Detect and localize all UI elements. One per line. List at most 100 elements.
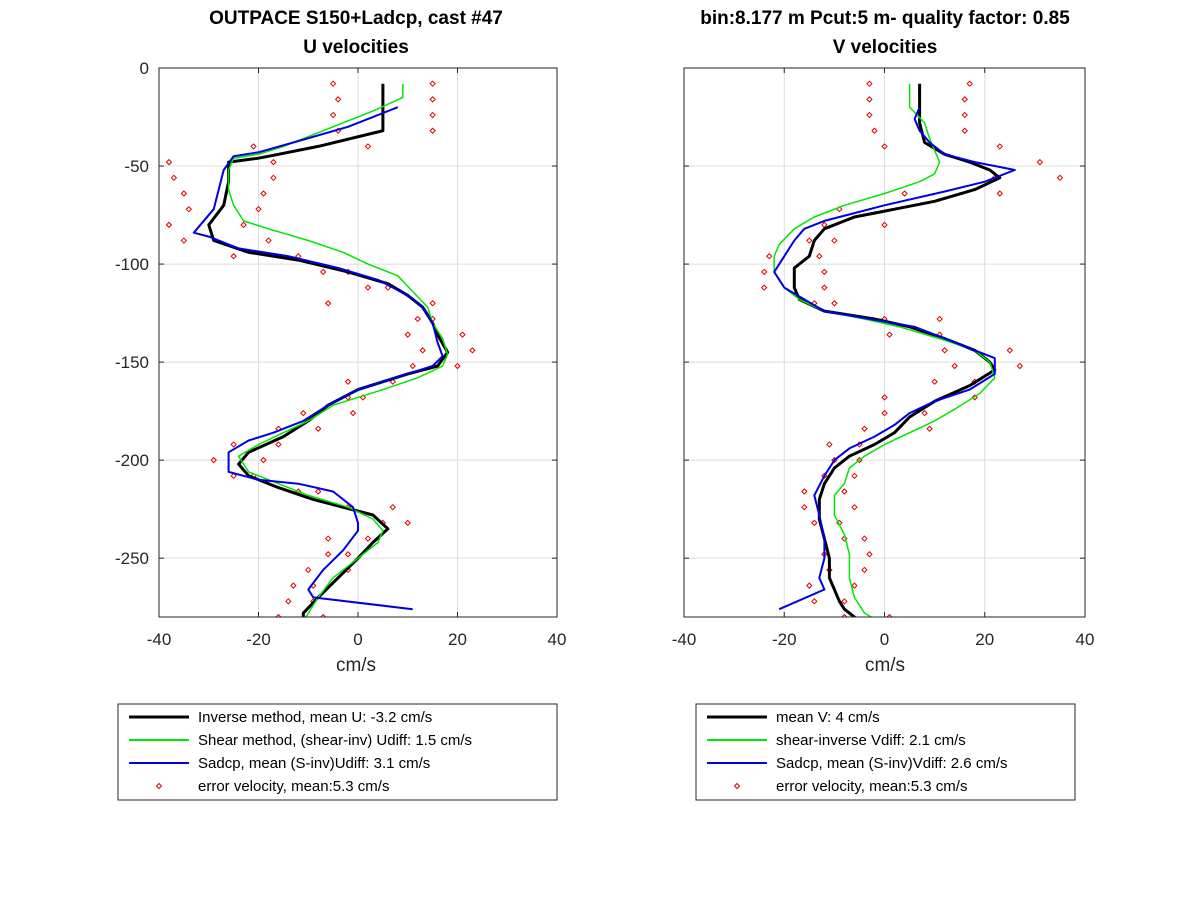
u-x-axis-label: cm/s: [336, 655, 376, 676]
u-error-point: [180, 237, 188, 244]
u-panel-subtitle: U velocities: [303, 37, 409, 58]
u-error-point: [185, 205, 193, 213]
v-error-point: [881, 409, 888, 417]
u-panel-title: OUTPACE S150+Ladcp, cast #47: [209, 8, 503, 29]
v-shear-line: [773, 83, 996, 617]
u-error-point: [305, 566, 312, 574]
u-y-tick-label: -100: [115, 255, 149, 274]
u-y-tick-label: -150: [115, 353, 149, 372]
v-error-point: [841, 598, 848, 605]
u-error-point: [329, 80, 337, 87]
u-error-point: [290, 582, 297, 589]
v-error-point: [961, 96, 968, 103]
v-error-point: [826, 441, 833, 448]
u-error-point: [429, 80, 436, 87]
v-error-point: [831, 300, 838, 307]
v-x-tick-label: -20: [772, 630, 797, 649]
v-error-point: [886, 613, 893, 617]
u-error-point: [469, 347, 476, 354]
u-error-point: [300, 409, 307, 417]
v-legend-label: shear-inverse Vdiff: 2.1 cm/s: [776, 732, 966, 749]
u-error-point: [314, 425, 322, 432]
u-error-point: [324, 551, 332, 558]
v-error-point: [821, 284, 828, 291]
v-error-point: [861, 566, 868, 574]
u-error-point: [210, 456, 217, 464]
u-error-point: [409, 362, 416, 370]
u-error-point: [349, 409, 357, 417]
u-legend-label: Shear method, (shear-inv) Udiff: 1.5 cm/…: [198, 732, 472, 749]
u-legend-label: Sadcp, mean (S-inv)Udiff: 3.1 cm/s: [198, 755, 430, 772]
v-data: [760, 80, 1064, 617]
u-error-point: [165, 158, 173, 166]
u-error-point: [270, 158, 277, 166]
u-velocity-panel: OUTPACE S150+Ladcp, cast #47 U velocitie…: [115, 8, 566, 801]
u-y-tick-label: -250: [115, 549, 149, 568]
v-error-point: [881, 143, 888, 150]
u-y-tick-label: 0: [140, 59, 149, 78]
u-legend-label: error velocity, mean:5.3 cm/s: [198, 778, 389, 795]
v-error-point: [801, 488, 808, 495]
v-error-point: [886, 331, 893, 338]
v-legend: mean V: 4 cm/s shear-inverse Vdiff: 2.1 c…: [695, 703, 1076, 801]
v-x-tick-label: -40: [672, 630, 697, 649]
u-error-point: [414, 315, 421, 323]
v-error-point: [901, 190, 908, 197]
v-error-point: [851, 582, 858, 589]
v-error-point: [841, 488, 848, 495]
u-error-point: [170, 174, 178, 182]
u-error-point: [329, 111, 337, 119]
u-y-tick-label: -50: [124, 157, 149, 176]
v-x-axis-label: cm/s: [865, 655, 905, 676]
v-error-point: [811, 598, 818, 605]
v-error-point: [861, 535, 868, 542]
u-error-point: [419, 347, 426, 354]
v-panel-title: bin:8.177 m Pcut:5 m- quality factor: 0.…: [700, 8, 1070, 29]
u-error-point: [230, 441, 237, 448]
u-error-point: [275, 441, 282, 448]
v-error-point: [966, 80, 973, 87]
u-legend-marker: [155, 782, 163, 790]
u-x-tick-label: 0: [353, 630, 362, 649]
u-error-point: [314, 488, 322, 495]
u-error-point: [250, 143, 257, 150]
v-error-point: [1036, 158, 1044, 166]
v-error-point: [811, 519, 818, 527]
u-error-point: [260, 456, 267, 464]
v-error-point: [866, 80, 873, 87]
v-error-point: [766, 253, 773, 260]
u-error-point: [180, 190, 188, 197]
v-sadcp-line: [773, 106, 1016, 611]
u-error-point: [270, 174, 277, 182]
v-error-point: [806, 582, 813, 589]
v-error-point: [996, 143, 1003, 150]
v-error-point: [1056, 174, 1064, 182]
u-inverse-line: [207, 83, 450, 617]
v-error-point: [881, 394, 888, 401]
v-error-point: [851, 472, 858, 480]
u-error-point: [255, 205, 262, 213]
v-error-point: [881, 221, 888, 229]
v-error-point: [931, 378, 938, 385]
v-legend-marker: [733, 782, 741, 790]
u-error-point: [364, 535, 372, 542]
v-error-point: [841, 613, 848, 617]
v-error-point: [760, 284, 768, 291]
u-legend-box: [117, 703, 558, 801]
u-error-point: [165, 221, 173, 229]
u-shear-line: [227, 83, 449, 617]
u-error-point: [324, 535, 332, 542]
v-legend-box: [695, 703, 1076, 801]
u-error-point: [429, 111, 436, 119]
v-error-point: [866, 111, 873, 119]
v-error-point: [866, 551, 873, 558]
u-error-point: [364, 284, 372, 291]
v-x-tick-label: 40: [1076, 630, 1095, 649]
v-legend-label: error velocity, mean:5.3 cm/s: [776, 778, 967, 795]
u-error-point: [240, 221, 247, 229]
u-error-point: [230, 253, 237, 260]
v-error-point: [1016, 362, 1024, 370]
u-error-point: [285, 598, 292, 605]
v-error-point: [926, 425, 933, 432]
u-error-point: [275, 613, 282, 617]
